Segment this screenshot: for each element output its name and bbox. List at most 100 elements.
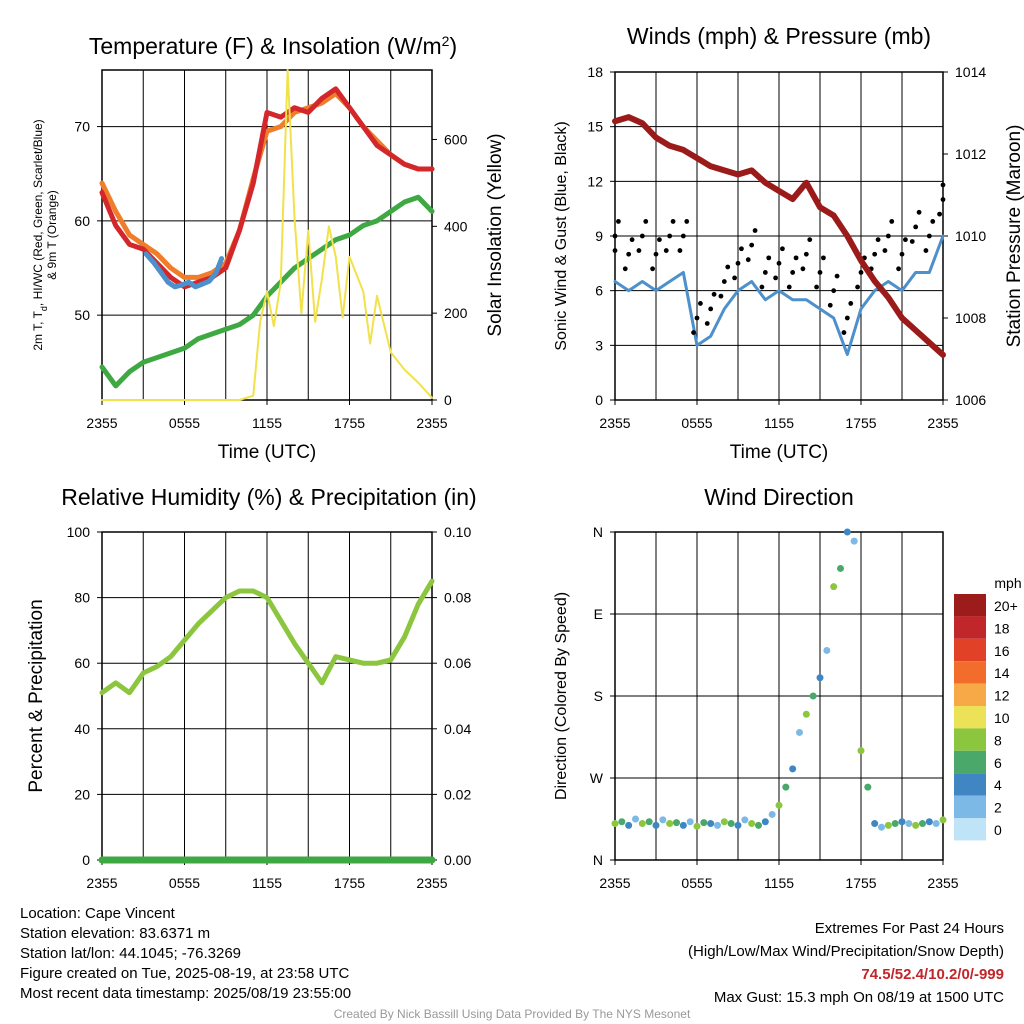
direction-point — [618, 818, 626, 826]
y-tick-label: 20 — [74, 786, 90, 802]
x-tick-label: 1155 — [252, 875, 282, 891]
gust-point — [923, 248, 929, 253]
gust-point — [708, 306, 714, 312]
gust-point — [831, 288, 837, 294]
x-tick-label: 2355 — [416, 415, 447, 431]
legend-label: 12 — [994, 688, 1010, 704]
direction-point — [850, 537, 858, 545]
y2-tick-label: 1008 — [955, 310, 986, 326]
gust-point — [913, 224, 919, 230]
legend-swatch — [954, 616, 986, 639]
direction-point — [741, 816, 749, 824]
y-tick-label: 60 — [74, 213, 90, 229]
x-tick-label: 1155 — [764, 875, 794, 891]
gust-point — [807, 237, 813, 243]
temperature-series-line — [143, 251, 225, 290]
direction-point — [652, 821, 660, 829]
gust-point — [872, 251, 878, 257]
direction-point — [775, 801, 783, 809]
direction-point — [871, 820, 879, 828]
x-tick-label: 0555 — [169, 415, 200, 431]
direction-point — [679, 821, 687, 829]
gust-point — [780, 246, 785, 252]
y-tick-label: E — [594, 606, 603, 622]
gust-point — [834, 273, 840, 279]
direction-point — [884, 821, 892, 829]
gust-point — [858, 270, 864, 275]
direction-point — [919, 820, 926, 828]
direction-panel: Wind Direction 2355 0555 1155 1755 2355 N W S E N D… — [553, 484, 1022, 891]
y2-axis-label: Solar Insolation (Yellow) — [485, 133, 506, 336]
direction-point — [857, 747, 865, 755]
y-tick-label: 70 — [74, 119, 90, 135]
direction-point — [837, 564, 844, 572]
legend-swatch — [954, 661, 986, 684]
legend-label: 6 — [994, 755, 1002, 771]
gust-point — [622, 266, 628, 272]
gust-point — [721, 279, 727, 284]
legend-swatch — [954, 750, 986, 774]
direction-point — [925, 818, 933, 826]
gust-point — [711, 291, 717, 297]
legend-unit: mph — [994, 575, 1021, 591]
gust-point — [735, 260, 741, 266]
y2-tick-label: 0.04 — [444, 721, 471, 737]
extremes-subtitle: (High/Low/Max Wind/Precipitation/Snow De… — [688, 943, 1004, 960]
gust-point — [773, 275, 778, 281]
gust-point — [875, 237, 881, 243]
legend-label: 16 — [994, 643, 1010, 659]
y-axis-label: Percent & Precipitation — [26, 599, 47, 792]
direction-point — [768, 810, 776, 818]
y2-tick-label: 0 — [444, 392, 452, 408]
legend-swatch — [954, 818, 986, 841]
direction-point — [905, 820, 913, 828]
y2-tick-label: 600 — [444, 131, 468, 147]
x-tick-label: 2355 — [927, 875, 958, 891]
x-axis-label: Time (UTC) — [730, 442, 829, 463]
gust-point — [885, 233, 891, 239]
gust-point — [817, 270, 823, 275]
temperature-panel: Temperature (F) & Insolation (W/m2) 2355 0… — [31, 33, 506, 463]
direction-point — [864, 783, 872, 791]
y-tick-label: 60 — [74, 655, 90, 671]
gust-point — [691, 330, 696, 335]
direction-point — [693, 822, 701, 830]
gust-point — [855, 284, 860, 290]
direction-point — [802, 710, 810, 718]
legend-swatch — [954, 773, 986, 796]
legend-label: 8 — [994, 732, 1002, 748]
humidity-line — [99, 578, 435, 696]
direction-point — [714, 821, 721, 829]
legend-swatch — [954, 683, 986, 706]
y2-tick-label: 0.10 — [444, 524, 471, 540]
direction-point — [638, 820, 646, 828]
x-tick-label: 0555 — [681, 875, 712, 891]
direction-point — [755, 821, 762, 829]
x-tick-label: 2355 — [86, 415, 117, 431]
direction-point — [823, 646, 831, 654]
direction-point — [673, 819, 680, 827]
direction-point — [939, 816, 947, 824]
legend-swatch — [954, 594, 986, 617]
gust-point — [814, 284, 819, 290]
chart-title: Wind Direction — [704, 484, 854, 510]
y-tick-label: W — [590, 770, 604, 786]
direction-point — [789, 765, 797, 773]
gust-point — [718, 293, 724, 299]
direction-point — [891, 820, 899, 828]
gust-point — [762, 270, 768, 275]
gust-point — [612, 233, 618, 239]
x-tick-label: 1155 — [764, 415, 794, 431]
direction-point — [782, 783, 790, 791]
gust-point — [636, 248, 642, 253]
gust-point — [745, 257, 751, 263]
direction-point — [932, 820, 940, 828]
gust-point — [930, 219, 936, 224]
direction-point — [830, 583, 838, 591]
y-tick-label: N — [593, 524, 603, 540]
direction-point — [611, 820, 619, 828]
gust-point — [759, 284, 765, 290]
y2-tick-label: 0.02 — [444, 786, 471, 802]
y2-tick-label: 0.06 — [444, 655, 471, 671]
gust-point — [790, 270, 796, 275]
